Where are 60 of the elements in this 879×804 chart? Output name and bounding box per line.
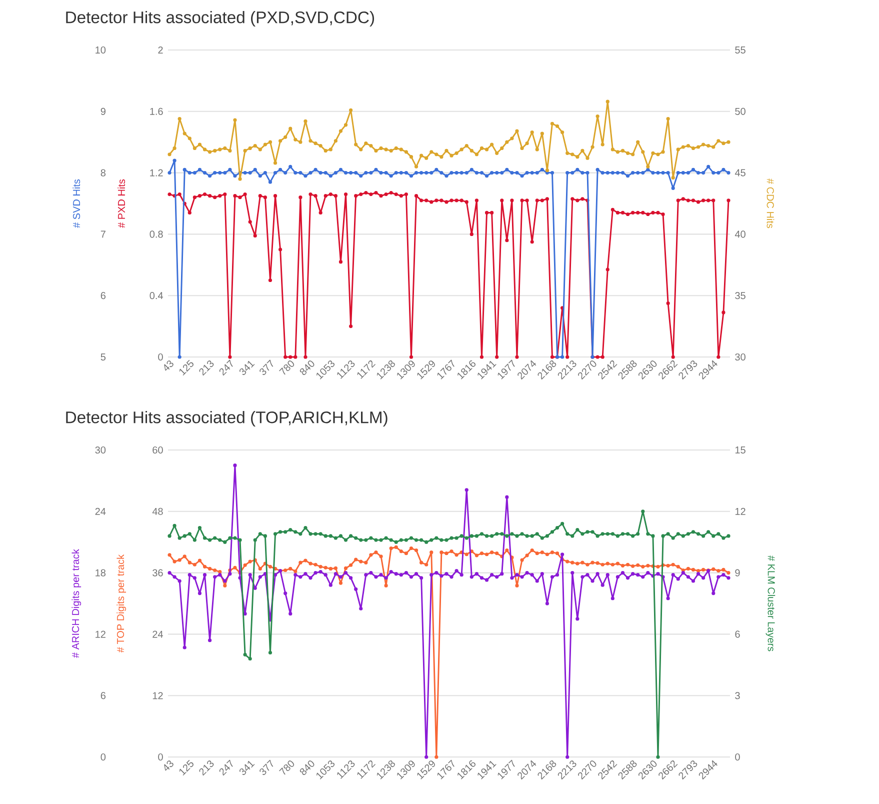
y-tick-label: 24 — [152, 630, 163, 638]
y2-tick-label: 50 — [735, 108, 746, 115]
y3-tick-label: 18 — [96, 569, 106, 576]
y-tick-label: 12 — [152, 692, 163, 700]
y2-tick-label: 3 — [735, 692, 740, 700]
y-tick-label: 2 — [158, 46, 163, 54]
x-tick-label: 377 — [260, 760, 274, 775]
y3-tick-label: 7 — [100, 230, 106, 238]
y3-tick-label: 5 — [100, 354, 106, 360]
x-tick-label: 840 — [300, 360, 314, 375]
y2-tick-label: 15 — [735, 446, 746, 454]
y3-tick-label: 9 — [100, 108, 106, 115]
x-tick-label: 213 — [199, 360, 214, 376]
y-axis-title: # PXD Hits — [118, 179, 126, 228]
x-tick-label: 780 — [279, 360, 294, 375]
x-tick-label: 213 — [199, 760, 214, 776]
y2-tick-label: 30 — [735, 353, 746, 361]
y3-tick-label: 8 — [100, 169, 106, 176]
y3-tick-label: 6 — [100, 692, 106, 700]
x-tick-label: 780 — [279, 760, 294, 775]
x-tick-label: 43 — [164, 360, 174, 371]
x-tick-label: 341 — [239, 360, 255, 375]
x-tick-label: 125 — [179, 360, 194, 376]
x-tick-label: 377 — [260, 360, 274, 375]
chart-title: Detector Hits associated (TOP,ARICH,KLM) — [66, 411, 388, 427]
y3-axis-title: # ARICH Digits per track — [72, 549, 82, 658]
y2-tick-label: 35 — [735, 292, 746, 300]
y-tick-label: 36 — [152, 569, 163, 576]
y3-tick-label: 12 — [96, 630, 106, 638]
y3-tick-label: 10 — [96, 46, 106, 54]
y3-tick-label: 6 — [100, 292, 106, 300]
y-axis-title: # TOP Digits per track — [116, 554, 126, 653]
y2-tick-label: 9 — [735, 569, 740, 576]
x-tick-label: 341 — [239, 760, 255, 775]
y-tick-label: 0.8 — [150, 230, 163, 238]
y-tick-label: 0.4 — [150, 292, 163, 300]
x-tick-label: 247 — [219, 760, 233, 776]
y-tick-label: 1.6 — [150, 108, 163, 115]
y3-axis-title: # SVD Hits — [72, 179, 80, 228]
y2-tick-label: 12 — [735, 508, 746, 515]
y-tick-label: 0 — [158, 353, 163, 361]
y2-axis-title: # KLM Cluster Layers — [766, 555, 776, 652]
y2-tick-label: 45 — [734, 169, 746, 176]
y3-tick-label: 30 — [95, 446, 106, 454]
y-tick-label: 1.2 — [150, 169, 163, 176]
x-tick-label: 125 — [179, 760, 194, 776]
y3-tick-label: 0 — [100, 753, 106, 761]
x-tick-label: 840 — [300, 760, 314, 775]
y2-tick-label: 0 — [735, 753, 740, 761]
y3-tick-label: 24 — [95, 508, 106, 515]
y2-tick-label: 6 — [735, 630, 740, 638]
x-tick-label: 43 — [164, 760, 174, 771]
y-tick-label: 60 — [152, 446, 163, 454]
chart-title: Detector Hits associated (PXD,SVD,CDC) — [66, 11, 374, 27]
x-tick-label: 247 — [219, 360, 233, 376]
y-tick-label: 0 — [158, 753, 163, 761]
y2-tick-label: 55 — [735, 46, 746, 54]
y2-tick-label: 40 — [734, 230, 746, 238]
y2-axis-title: # CDC Hits — [766, 178, 774, 228]
y-tick-label: 48 — [152, 508, 163, 515]
